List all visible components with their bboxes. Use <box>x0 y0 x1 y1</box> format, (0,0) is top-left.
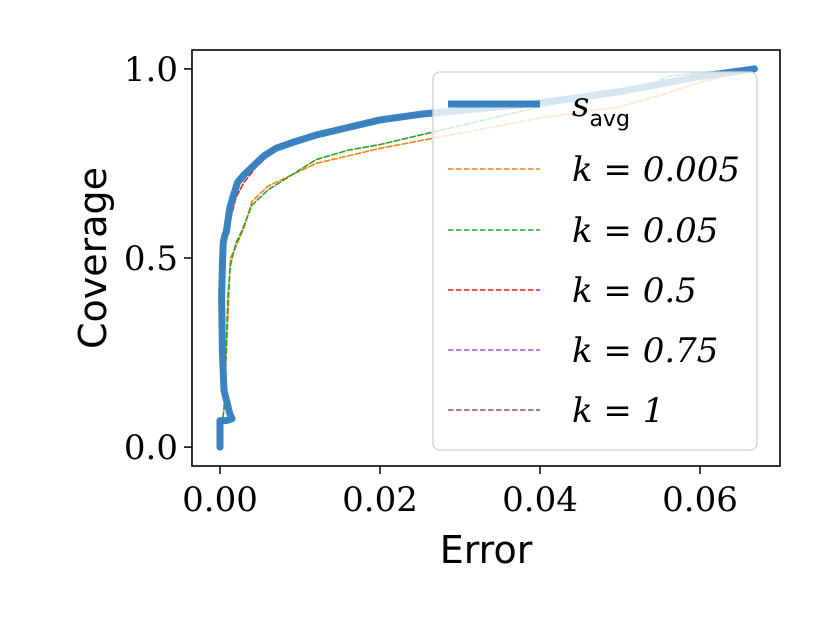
legend-label: k = 0.05 <box>572 211 718 251</box>
x-tick-label: 0.00 <box>182 480 258 520</box>
y-tick-label: 0.5 <box>124 239 178 279</box>
legend-label: k = 0.75 <box>572 331 718 371</box>
legend-frame <box>432 71 758 451</box>
x-tick-label: 0.02 <box>342 480 418 520</box>
x-axis-label: Error <box>440 528 533 572</box>
legend-label: k = 1 <box>572 391 664 431</box>
y-axis-label: Coverage <box>71 167 115 349</box>
ticks-layer: 0.00 0.02 0.04 0.06 0.0 0.5 1.0 <box>124 50 738 520</box>
y-tick-label: 1.0 <box>124 50 178 90</box>
legend-label-subscript: avg <box>589 107 629 132</box>
y-tick-label: 0.0 <box>124 428 178 468</box>
legend-label: k = 0.005 <box>572 150 740 190</box>
x-tick-label: 0.06 <box>662 480 738 520</box>
legend-label: k = 0.5 <box>572 271 697 311</box>
x-tick-label: 0.04 <box>502 480 578 520</box>
